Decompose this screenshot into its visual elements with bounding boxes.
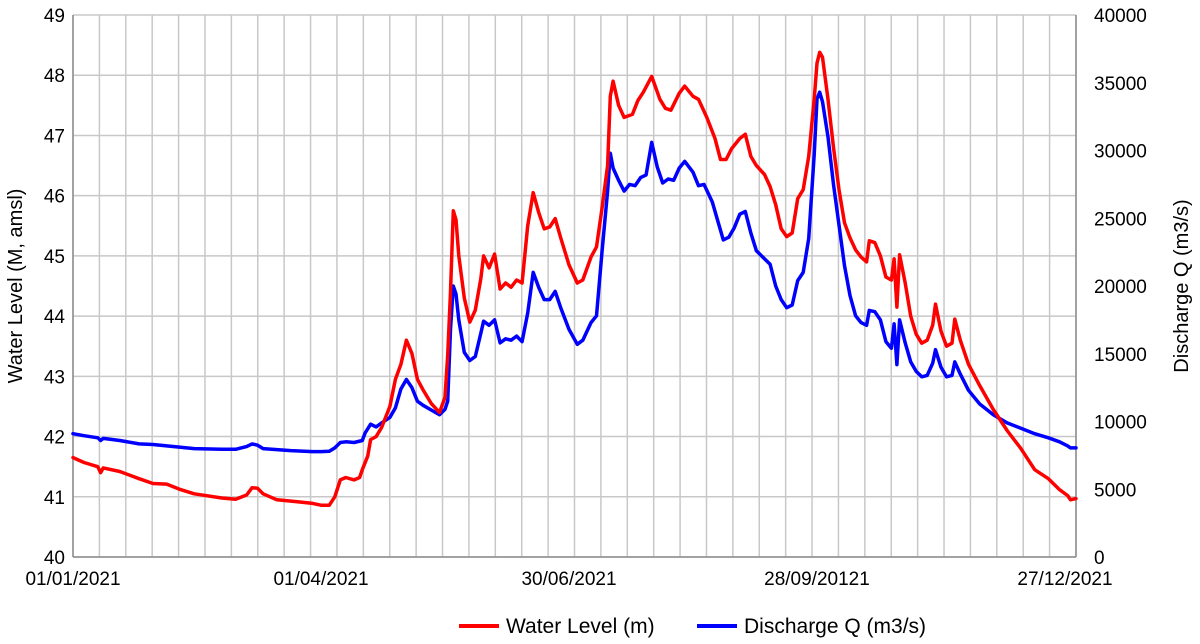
right-tick-label: 30000 — [1094, 142, 1147, 163]
left-tick-label: 45 — [44, 247, 65, 268]
right-axis-title: Discharge Q (m3/s) — [1171, 199, 1193, 372]
left-tick-label: 41 — [44, 488, 65, 509]
x-tick-label: 01/04/2021 — [273, 569, 368, 590]
right-tick-label: 25000 — [1094, 209, 1147, 230]
discharge-series-line — [71, 90, 1078, 454]
right-tick-label: 10000 — [1094, 413, 1147, 434]
right-tick-label: 40000 — [1094, 6, 1147, 27]
right-tick-label: 20000 — [1094, 277, 1147, 298]
x-axis-ticks: 01/01/2021 01/04/2021 30/06/2021 28/09/2012… — [25, 569, 1112, 590]
plot-area — [72, 15, 1077, 558]
left-tick-label: 40 — [44, 548, 65, 569]
left-tick-label: 47 — [44, 126, 65, 147]
legend: Water Level (m) Discharge Q (m3/s) — [459, 615, 926, 638]
series-layer — [71, 50, 1078, 507]
left-tick-label: 43 — [44, 367, 65, 388]
right-axis-ticks: 0 5000 10000 15000 20000 25000 30000 35000 40000 — [1094, 6, 1147, 569]
water-level-series-line — [71, 50, 1078, 507]
left-tick-label: 42 — [44, 428, 65, 449]
x-tick-label: 01/01/2021 — [25, 569, 120, 590]
right-tick-label: 0 — [1094, 548, 1105, 569]
legend-discharge-label: Discharge Q (m3/s) — [744, 615, 926, 638]
right-tick-label: 15000 — [1094, 345, 1147, 366]
x-tick-label: 27/12/2021 — [1017, 569, 1112, 590]
grid-lines — [72, 14, 1077, 558]
left-axis-title: Water Level (M, amsl) — [5, 189, 27, 384]
left-tick-label: 49 — [44, 6, 65, 27]
left-tick-label: 46 — [44, 187, 65, 208]
legend-water-level-label: Water Level (m) — [506, 615, 655, 638]
x-tick-label: 30/06/2021 — [521, 569, 616, 590]
left-tick-label: 44 — [44, 307, 66, 328]
right-tick-label: 5000 — [1094, 480, 1136, 501]
right-tick-label: 35000 — [1094, 74, 1147, 95]
left-tick-label: 48 — [44, 66, 65, 87]
x-tick-label: 28/09/20121 — [764, 569, 870, 590]
left-axis-ticks: 40 41 42 43 44 45 46 47 48 49 — [44, 6, 66, 569]
